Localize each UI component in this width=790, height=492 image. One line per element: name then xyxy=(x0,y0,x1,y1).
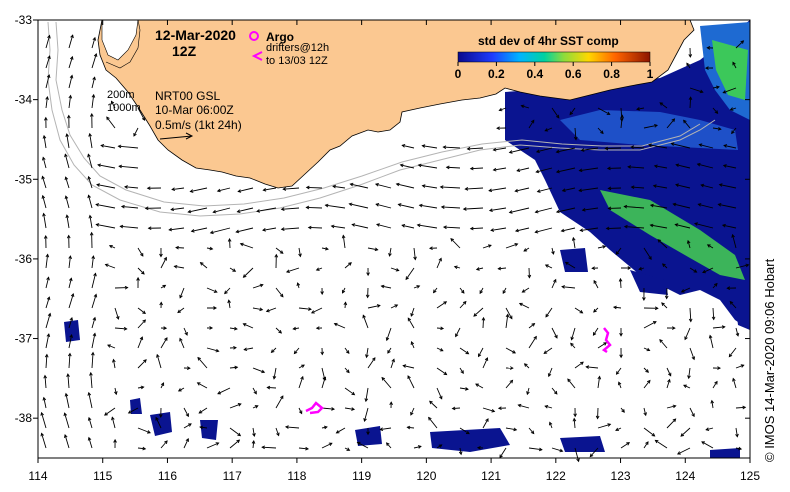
lat-tick-label: -36 xyxy=(15,252,33,266)
colorbar-tick-label: 0 xyxy=(455,67,462,81)
lat-tick-label: -35 xyxy=(15,172,33,186)
colorbar-tick-label: 0.6 xyxy=(565,67,582,81)
ocean-current-map: 114 115 116 117 118 119 120 121 122 123 124 125 -33… xyxy=(0,0,790,492)
lon-tick-label: 116 xyxy=(158,469,177,483)
product-name: NRT00 GSL xyxy=(155,89,220,103)
current-vector xyxy=(605,148,621,149)
lon-tick-label: 124 xyxy=(675,469,695,483)
lon-tick-label: 119 xyxy=(352,469,371,483)
colorbar-tick-label: 0.4 xyxy=(526,67,543,81)
lon-tick-label: 125 xyxy=(740,469,760,483)
colorbar-tick-label: 0.8 xyxy=(603,67,620,81)
current-vector xyxy=(607,228,621,229)
lon-tick-label: 118 xyxy=(287,469,306,483)
lon-tick-label: 114 xyxy=(28,469,47,483)
current-vector xyxy=(309,227,322,228)
drifter-legend-label: drifters@12h xyxy=(266,42,329,54)
lat-tick-label: -37 xyxy=(15,332,33,346)
lat-tick-label: -33 xyxy=(15,13,33,27)
colorbar-tick-label: 1 xyxy=(647,67,654,81)
lon-tick-label: 120 xyxy=(416,469,436,483)
current-vector xyxy=(306,207,322,208)
credit-text: © IMOS 14-Mar-2020 09:06 Hobart xyxy=(762,259,777,462)
drifter-legend-label-2: to 13/03 12Z xyxy=(266,55,328,67)
lon-tick-label: 123 xyxy=(611,469,631,483)
time-label: 12Z xyxy=(172,43,197,59)
isobath-200-label: 200m xyxy=(107,89,135,101)
current-vector xyxy=(307,187,322,188)
vector-scale-label: 0.5m/s (1kt 24h) xyxy=(155,118,242,132)
lon-tick-label: 121 xyxy=(481,469,501,483)
lon-tick-label: 115 xyxy=(93,469,112,483)
date-label: 12-Mar-2020 xyxy=(155,27,236,43)
lon-tick-label: 117 xyxy=(223,469,242,483)
colorbar-tick-label: 0.2 xyxy=(488,67,505,81)
product-time: 10-Mar 06:00Z xyxy=(155,103,234,117)
lon-tick-label: 122 xyxy=(546,469,566,483)
colorbar-title: std dev of 4hr SST comp xyxy=(478,34,619,48)
colorbar xyxy=(458,52,650,62)
lat-tick-label: -38 xyxy=(15,411,33,425)
isobath-1000-label: 1000m xyxy=(107,102,141,114)
lat-tick-label: -34 xyxy=(15,93,33,107)
